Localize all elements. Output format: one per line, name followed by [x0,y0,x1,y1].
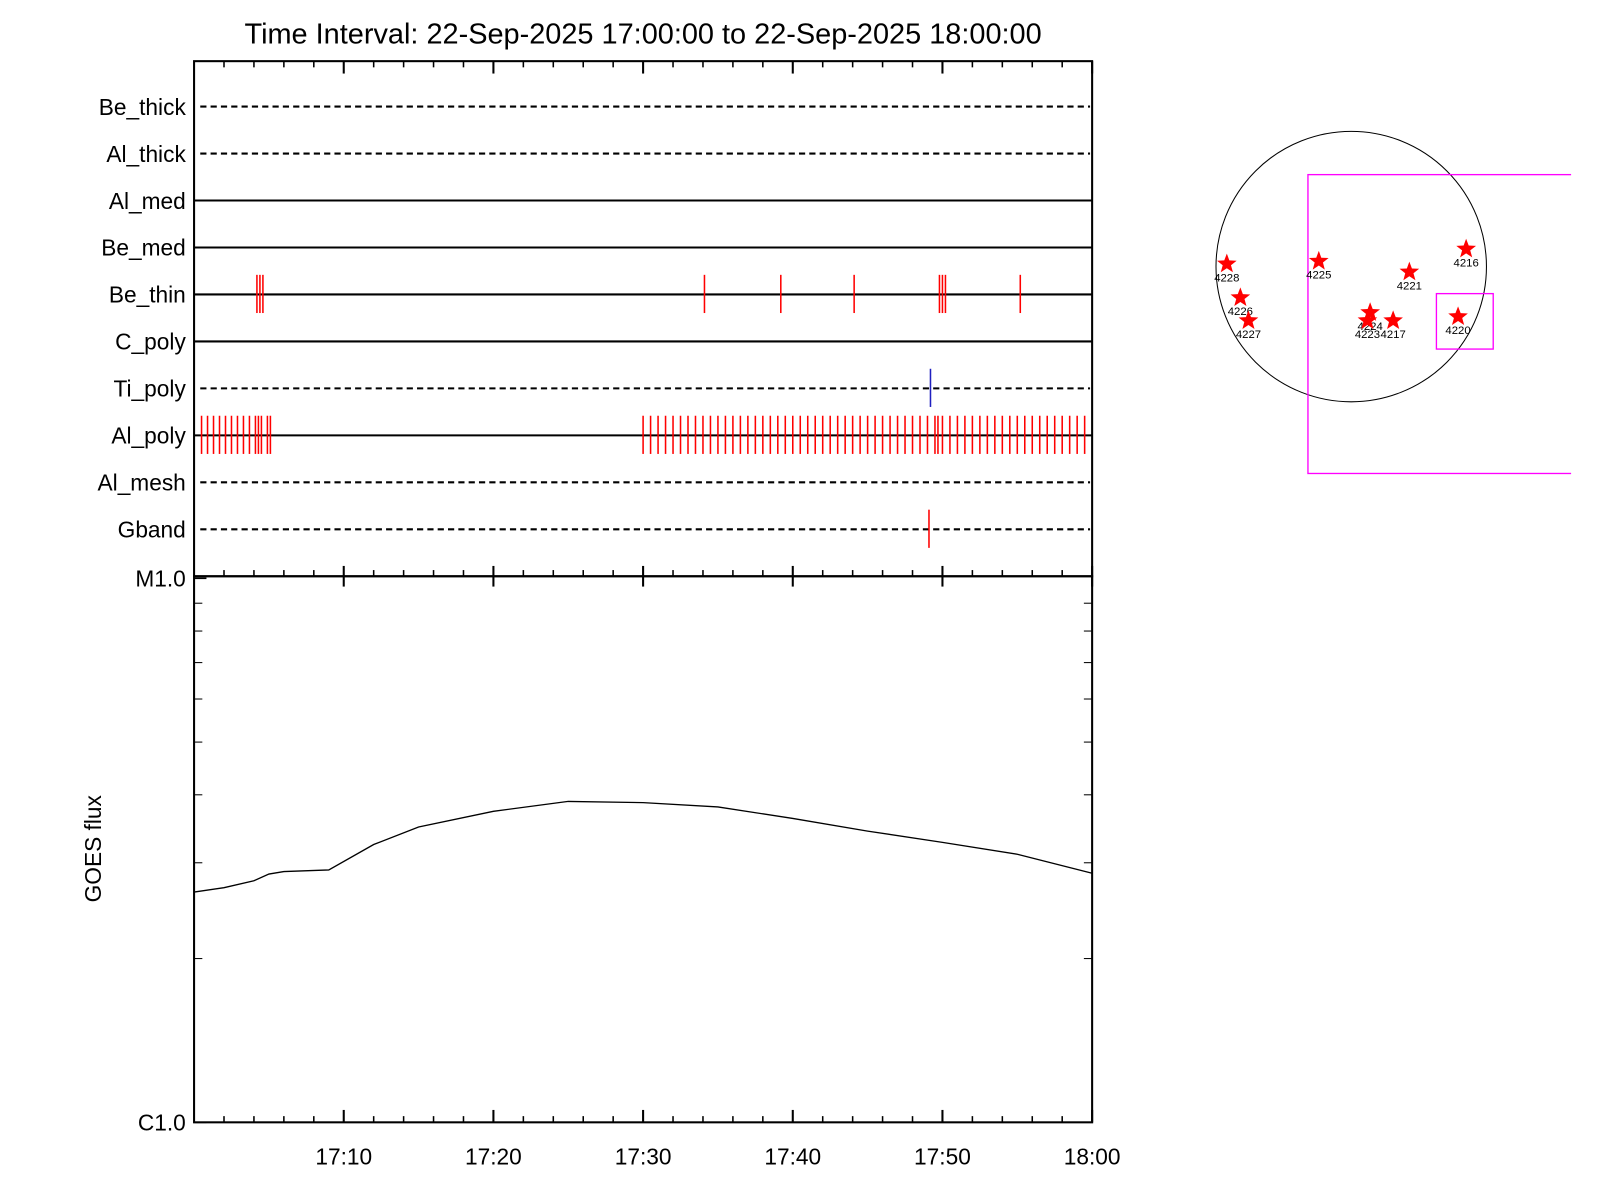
row-label: Al_poly [111,423,186,449]
panel-frame [193,575,1094,1124]
row-label: Al_mesh [98,470,186,496]
region-marker [1383,310,1403,330]
region-label: 4221 [1397,281,1422,293]
region-label: 4227 [1236,329,1261,341]
x-tick-label: 18:00 [1064,1144,1121,1170]
row-label: Be_med [101,235,186,261]
row-label: Al_med [109,188,186,214]
row-label: Be_thick [99,94,187,120]
region-label: 4220 [1445,325,1470,337]
region-marker [1308,250,1329,270]
x-tick-label: 17:30 [615,1144,672,1170]
region-marker [1456,238,1477,258]
region-label: 4217 [1381,329,1406,341]
row-label: C_poly [115,329,186,355]
x-tick-label: 17:50 [914,1144,971,1170]
region-marker [1238,310,1259,330]
row-label: Al_thick [106,141,186,167]
y-axis-label: GOES flux [80,795,106,903]
region-marker [1217,253,1237,273]
chart-title: Time Interval: 22-Sep-2025 17:00:00 to 2… [245,19,1042,51]
region-marker [1357,310,1378,330]
row-label: Gband [118,517,186,543]
region-marker [1230,287,1251,307]
map-clip [1307,173,1572,475]
fov-box [1435,292,1494,350]
region-label: 4228 [1214,272,1239,284]
fov-box [1307,173,1572,475]
flux-line [193,800,1093,893]
region-label: 4225 [1306,270,1331,282]
region-marker [1399,261,1420,281]
x-tick-label: 17:20 [465,1144,522,1170]
x-tick-label: 17:40 [764,1144,821,1170]
row-label: Ti_poly [114,376,187,402]
y-tick-label: M1.0 [135,566,185,592]
region-marker [1448,306,1468,326]
region-marker [1360,302,1381,321]
row-label: Be_thin [109,282,186,308]
panel-frame [193,60,1094,578]
y-tick-label: C1.0 [138,1110,186,1136]
x-tick-label: 17:10 [315,1144,372,1170]
region-label: 4223 [1355,329,1380,341]
region-label: 4216 [1454,258,1479,270]
solar-disk [1215,130,1487,403]
